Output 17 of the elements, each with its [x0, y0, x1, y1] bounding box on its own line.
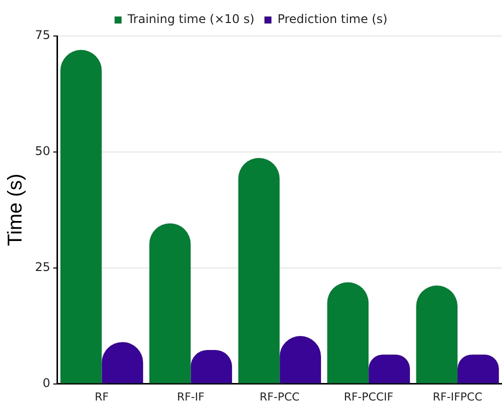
y-tick-label: 75: [34, 28, 50, 42]
y-tick-label: 50: [34, 144, 50, 158]
legend-label: Prediction time (s): [277, 12, 388, 26]
x-tick-label: RF-IFPCC: [432, 390, 483, 404]
bar: [416, 285, 458, 384]
y-axis-title: Time (s): [4, 174, 27, 246]
bar: [149, 223, 191, 384]
y-tick-label: 0: [42, 376, 50, 390]
bar: [327, 282, 369, 384]
y-tick-label: 25: [34, 260, 50, 274]
bar: [60, 50, 102, 384]
x-tick-label: RF: [94, 390, 109, 404]
x-tick-label: RF-PCCIF: [344, 390, 394, 404]
x-tick-label: RF-IF: [176, 390, 204, 404]
legend-label: Training time (×10 s): [126, 12, 254, 26]
x-tick-label: RF-PCC: [260, 390, 300, 404]
bar: [238, 158, 280, 384]
